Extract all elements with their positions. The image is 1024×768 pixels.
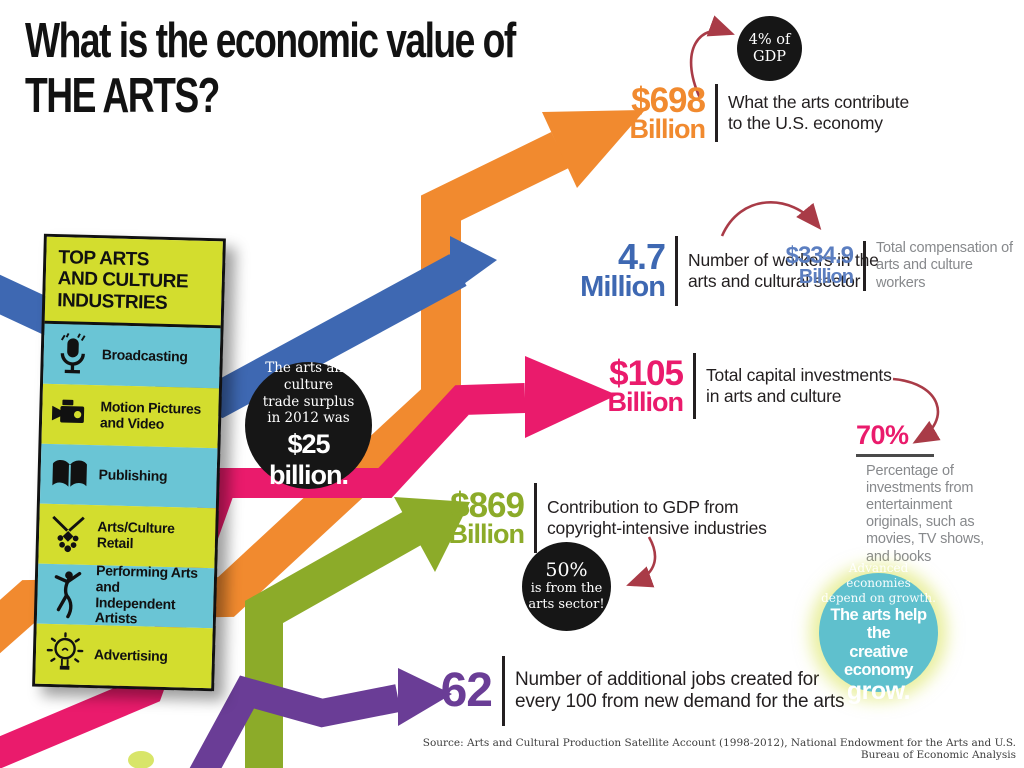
- industry-label: Publishing: [98, 466, 168, 484]
- stat-additional-jobs: 62 Number of additional jobs created for…: [398, 656, 844, 726]
- panel-title: TOP ARTS AND CULTURE INDUSTRIES: [44, 236, 223, 329]
- industry-row-advertising: Advertising: [35, 623, 213, 689]
- red-arc-gdp: [689, 15, 735, 99]
- dancer-icon: [37, 568, 96, 620]
- stat-arts-contribution: $698 Billion What the arts contribute to…: [520, 80, 910, 144]
- industry-label: Motion Pictures and Video: [99, 398, 202, 432]
- stat-description: Total capital investments in arts and cu…: [706, 365, 892, 406]
- source-citation: Source: Arts and Cultural Production Sat…: [422, 737, 1016, 761]
- microphone-icon: [43, 332, 102, 378]
- stat-copyright-gdp: $869 Billion Contribution to GDP from co…: [338, 483, 767, 553]
- page-title: What is the economic value of THE ARTS?: [25, 14, 516, 124]
- stat-value: 62: [440, 664, 493, 718]
- stat-value: $869 Billion: [448, 485, 526, 549]
- industry-row-performing-arts: Performing Arts and Independent Artists: [36, 562, 215, 629]
- industry-label: Advertising: [93, 646, 168, 665]
- lightbulb-icon: [35, 630, 94, 678]
- trade-surplus-circle: The arts and culture trade surplus in 20…: [245, 360, 372, 490]
- industry-row-retail: Arts/Culture Retail: [38, 503, 216, 569]
- stat-capital-investments: $105 Billion Total capital investments i…: [498, 353, 892, 419]
- industry-row-broadcasting: Broadcasting: [43, 323, 221, 389]
- stat-description: What the arts contribute to the U.S. eco…: [728, 92, 909, 133]
- stat-description: Number of additional jobs created for ev…: [515, 668, 845, 712]
- lime-dot: [128, 751, 154, 768]
- divider: [534, 483, 537, 553]
- stat-value: $105 Billion: [607, 353, 685, 417]
- underline-rule: [856, 454, 934, 457]
- industries-panel: TOP ARTS AND CULTURE INDUSTRIES Broadc: [32, 233, 226, 692]
- stat-description: Percentage of investments from entertain…: [866, 463, 985, 565]
- stat-description: Number of workers in the arts and cultur…: [688, 250, 879, 291]
- red-arc-investments: [892, 377, 941, 444]
- creative-economy-circle: Advanced economies depend on growth. The…: [819, 561, 938, 704]
- divider: [675, 236, 678, 306]
- stat-description: Total compensation of arts and culture w…: [875, 240, 1013, 291]
- video-camera-icon: [42, 397, 101, 433]
- gdp-badge-circle: 4% of GDP: [737, 16, 802, 81]
- stat-value: $334.9 Billion: [785, 242, 854, 288]
- stat-value: $698 Billion: [629, 80, 707, 144]
- divider: [502, 656, 505, 726]
- stat-value: 70%: [856, 420, 909, 450]
- green-arrow: [245, 497, 470, 768]
- stat-compensation: $334.9 Billion Total compensation of art…: [698, 240, 1024, 291]
- stat-value: 4.7 Million: [580, 236, 666, 304]
- stat-workers: 4.7 Million Number of workers in the art…: [478, 236, 879, 306]
- stat-description: Contribution to GDP from copyright-inten…: [547, 497, 767, 538]
- purple-arrow: [189, 668, 452, 768]
- industry-label: Performing Arts and Independent Artists: [94, 562, 198, 627]
- necklace-icon: [39, 512, 98, 556]
- divider: [715, 84, 718, 142]
- industry-label: Arts/Culture Retail: [96, 518, 175, 551]
- industry-label: Broadcasting: [101, 346, 188, 365]
- divider: [693, 353, 696, 419]
- red-arc-sector: [626, 536, 657, 588]
- stat-investments-percentage: 70% Percentage of investments from enter…: [856, 420, 1006, 566]
- divider: [863, 241, 866, 291]
- industry-row-motion-pictures: Motion Pictures and Video: [41, 383, 219, 449]
- arts-sector-circle: 50% is from the arts sector!: [522, 542, 611, 631]
- title-line-1: What is the economic value of: [25, 14, 516, 68]
- open-book-icon: [40, 456, 99, 492]
- red-arc-compensation: [720, 201, 822, 237]
- title-line-2: THE ARTS?: [25, 68, 220, 123]
- industry-row-publishing: Publishing: [39, 443, 218, 509]
